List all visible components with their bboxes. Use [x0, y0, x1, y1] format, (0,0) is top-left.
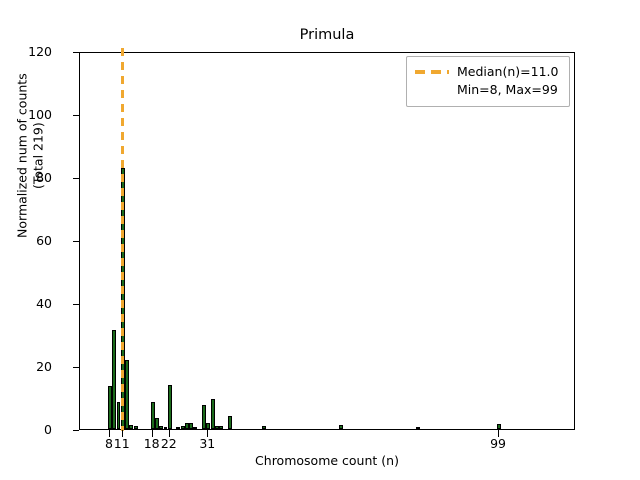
y-tick-mark — [72, 430, 79, 431]
histogram-bar — [184, 423, 189, 429]
y-tick-label: 120 — [28, 43, 52, 59]
histogram-bar — [125, 359, 129, 429]
x-tick-mark — [498, 430, 500, 437]
y-tick-label: 80 — [36, 169, 52, 185]
histogram-bar — [112, 329, 117, 429]
x-tick-mark — [207, 430, 209, 437]
y-tick-mark — [72, 115, 79, 116]
median-line-layer — [80, 48, 574, 431]
legend-label-range: Min=8, Max=99 — [457, 81, 558, 97]
y-tick-mark — [72, 241, 79, 242]
histogram-bar — [214, 426, 219, 429]
histogram-bar — [219, 425, 224, 429]
x-tick-label: 8 — [104, 436, 113, 451]
x-tick-mark — [151, 430, 153, 437]
median-line — [121, 48, 125, 431]
histogram-bar — [133, 426, 138, 429]
histogram-bar — [193, 427, 198, 429]
histogram-bar — [150, 402, 155, 429]
y-tick-mark — [72, 367, 79, 368]
histogram-bar — [176, 427, 181, 429]
y-tick-label: 100 — [28, 106, 52, 122]
page-title: Primula — [299, 27, 355, 43]
histogram-bar — [107, 386, 112, 429]
histogram-bar — [206, 422, 211, 429]
histogram-bar — [159, 426, 164, 429]
histogram-bar — [497, 424, 501, 429]
legend-entry-range: Min=8, Max=99 — [415, 81, 561, 99]
histogram-bar — [338, 425, 343, 429]
x-tick-mark — [108, 430, 110, 437]
y-tick-mark — [72, 52, 79, 53]
y-tick-label: 20 — [36, 358, 52, 374]
y-tick-mark — [72, 304, 79, 305]
y-tick-label: 60 — [36, 232, 52, 248]
x-tick-label: 22 — [160, 436, 177, 451]
plot-area — [79, 48, 575, 431]
histogram-bar — [116, 402, 121, 429]
x-tick-mark — [168, 430, 170, 437]
x-tick-mark — [121, 430, 123, 437]
legend: Median(n)=11.0 Min=8, Max=99 — [406, 56, 570, 107]
x-tick-label: 31 — [199, 436, 216, 451]
legend-label-median: Median(n)=11.0 — [457, 63, 559, 79]
histogram-bar — [189, 422, 194, 429]
histogram-bar — [154, 417, 159, 429]
legend-entry-median: Median(n)=11.0 — [415, 63, 561, 81]
x-tick-label: 99 — [490, 436, 506, 451]
dashed-line-icon — [415, 70, 449, 74]
x-axis-label: Chromosome count (n) — [255, 453, 399, 468]
y-tick-label: 0 — [44, 421, 52, 437]
histogram-bar — [163, 427, 168, 429]
histogram-bar — [180, 425, 185, 429]
histogram-bar — [227, 416, 232, 429]
x-tick-label: 18 — [143, 436, 160, 451]
blank-swatch-icon — [415, 88, 449, 92]
y-tick-label: 40 — [36, 295, 52, 311]
histogram-bar — [129, 425, 134, 429]
histogram-bar — [415, 427, 420, 429]
histogram-bar — [167, 384, 172, 429]
histogram-bar — [261, 426, 266, 429]
y-tick-mark — [72, 178, 79, 179]
x-tick-label: 11 — [113, 436, 130, 451]
histogram-bar — [202, 405, 206, 429]
histogram-bar — [210, 399, 215, 429]
